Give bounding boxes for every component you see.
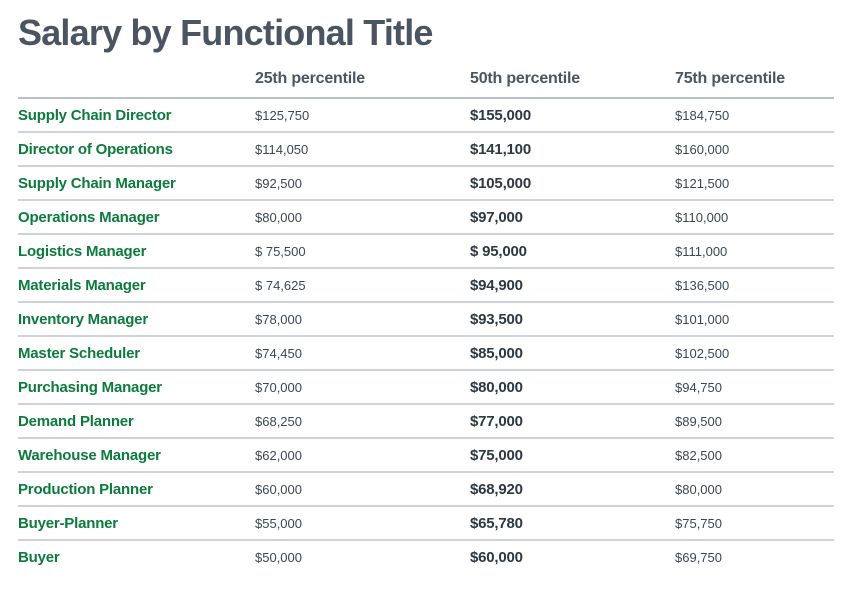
table-row: Materials Manager $ 74,625 $94,900 $136,… <box>18 268 834 302</box>
value-50th: $155,000 <box>470 107 531 124</box>
value-50th: $93,500 <box>470 311 523 328</box>
value-75th: $111,000 <box>675 244 728 259</box>
table-row: Purchasing Manager $70,000 $80,000 $94,7… <box>18 370 834 404</box>
table-row: Buyer-Planner $55,000 $65,780 $75,750 <box>18 506 834 540</box>
value-50th: $97,000 <box>470 209 523 226</box>
salary-table: 25th percentile 50th percentile 75th per… <box>18 70 834 573</box>
value-75th: $160,000 <box>675 142 730 157</box>
row-title: Operations Manager <box>18 209 160 226</box>
value-50th: $80,000 <box>470 379 523 396</box>
column-header-25th: 25th percentile <box>255 70 365 87</box>
value-25th: $125,750 <box>255 108 310 123</box>
value-75th: $82,500 <box>675 448 722 463</box>
column-header-50th: 50th percentile <box>470 70 580 87</box>
value-75th: $184,750 <box>675 108 730 123</box>
table-row: Master Scheduler $74,450 $85,000 $102,50… <box>18 336 834 370</box>
table-row: Operations Manager $80,000 $97,000 $110,… <box>18 200 834 234</box>
row-title: Production Planner <box>18 481 153 498</box>
row-title: Demand Planner <box>18 413 134 430</box>
value-75th: $121,500 <box>675 176 730 191</box>
value-25th: $68,250 <box>255 414 302 429</box>
value-50th: $75,000 <box>470 447 523 464</box>
value-50th: $60,000 <box>470 549 523 566</box>
header-spacer <box>18 70 255 98</box>
table-row: Supply Chain Director $125,750 $155,000 … <box>18 98 834 132</box>
row-title: Buyer-Planner <box>18 515 118 532</box>
row-title: Director of Operations <box>18 141 173 158</box>
table-row: Director of Operations $114,050 $141,100… <box>18 132 834 166</box>
value-50th: $68,920 <box>470 481 523 498</box>
table-row: Production Planner $60,000 $68,920 $80,0… <box>18 472 834 506</box>
value-25th: $55,000 <box>255 516 302 531</box>
value-50th: $65,780 <box>470 515 523 532</box>
value-50th: $105,000 <box>470 175 531 192</box>
value-25th: $80,000 <box>255 210 302 225</box>
row-title: Master Scheduler <box>18 345 140 362</box>
value-75th: $101,000 <box>675 312 730 327</box>
value-75th: $94,750 <box>675 380 722 395</box>
value-25th: $ 75,500 <box>255 244 306 259</box>
table-row: Demand Planner $68,250 $77,000 $89,500 <box>18 404 834 438</box>
page-title: Salary by Functional Title <box>18 12 433 53</box>
row-title: Purchasing Manager <box>18 379 162 396</box>
row-title: Warehouse Manager <box>18 447 161 464</box>
value-75th: $75,750 <box>675 516 722 531</box>
value-25th: $50,000 <box>255 550 302 565</box>
row-title: Supply Chain Director <box>18 107 172 124</box>
value-25th: $62,000 <box>255 448 302 463</box>
value-25th: $74,450 <box>255 346 302 361</box>
column-header-75th: 75th percentile <box>675 70 785 87</box>
table-row: Warehouse Manager $62,000 $75,000 $82,50… <box>18 438 834 472</box>
value-25th: $60,000 <box>255 482 302 497</box>
row-title: Inventory Manager <box>18 311 148 328</box>
row-title: Supply Chain Manager <box>18 175 176 192</box>
value-50th: $77,000 <box>470 413 523 430</box>
value-75th: $80,000 <box>675 482 722 497</box>
value-75th: $102,500 <box>675 346 730 361</box>
value-50th: $94,900 <box>470 277 523 294</box>
row-title: Materials Manager <box>18 277 146 294</box>
value-75th: $69,750 <box>675 550 722 565</box>
value-75th: $110,000 <box>675 210 729 225</box>
value-50th: $85,000 <box>470 345 523 362</box>
table-row: Logistics Manager $ 75,500 $ 95,000 $111… <box>18 234 834 268</box>
value-75th: $89,500 <box>675 414 722 429</box>
table-row: Buyer $50,000 $60,000 $69,750 <box>18 540 834 573</box>
value-50th: $ 95,000 <box>470 243 527 260</box>
row-title: Logistics Manager <box>18 243 147 260</box>
table-row: Inventory Manager $78,000 $93,500 $101,0… <box>18 302 834 336</box>
value-25th: $70,000 <box>255 380 302 395</box>
value-25th: $ 74,625 <box>255 278 306 293</box>
row-title: Buyer <box>18 549 60 566</box>
table-header-row: 25th percentile 50th percentile 75th per… <box>18 70 834 98</box>
value-25th: $114,050 <box>255 142 309 157</box>
table-row: Supply Chain Manager $92,500 $105,000 $1… <box>18 166 834 200</box>
value-25th: $78,000 <box>255 312 302 327</box>
value-25th: $92,500 <box>255 176 302 191</box>
value-75th: $136,500 <box>675 278 730 293</box>
value-50th: $141,100 <box>470 141 531 158</box>
